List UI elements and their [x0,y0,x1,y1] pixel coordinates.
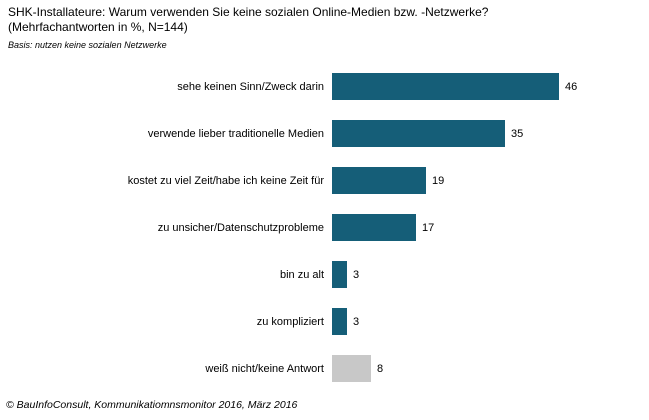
source-note: © BauInfoConsult, Kommunikatiomnsmonitor… [6,399,298,411]
value-label: 17 [422,221,435,234]
category-label: zu unsicher/Datenschutzprobleme [157,221,324,234]
bar-chart: sehe keinen Sinn/Zweck darin 46 verwende… [0,63,649,392]
value-label: 46 [565,80,578,93]
category-label: sehe keinen Sinn/Zweck darin [177,80,324,93]
chart-row: kostet zu viel Zeit/habe ich keine Zeit … [0,157,649,204]
value-label: 19 [432,174,445,187]
chart-basis-note: Basis: nutzen keine sozialen Netzwerke [8,40,167,50]
category-label: bin zu alt [279,268,324,281]
bar [332,261,347,288]
chart-row: weiß nicht/keine Antwort 8 [0,345,649,392]
chart-row: bin zu alt 3 [0,251,649,298]
chart-row: zu kompliziert 3 [0,298,649,345]
value-label: 8 [377,362,384,375]
chart-row: zu unsicher/Datenschutzprobleme 17 [0,204,649,251]
bar [332,120,505,147]
bar-area: 3 [332,251,649,298]
title-block: SHK-Installateure: Warum verwenden Sie k… [8,5,638,50]
bar [332,355,371,382]
chart-title: SHK-Installateure: Warum verwenden Sie k… [8,5,489,19]
category-label: kostet zu viel Zeit/habe ich keine Zeit … [127,174,324,187]
bar [332,214,416,241]
bar-area: 46 [332,63,649,110]
chart-row: sehe keinen Sinn/Zweck darin 46 [0,63,649,110]
category-label: zu kompliziert [256,315,324,328]
value-label: 3 [353,315,360,328]
bar [332,308,347,335]
value-label: 3 [353,268,360,281]
bar-area: 8 [332,345,649,392]
value-label: 35 [511,127,524,140]
bar-area: 19 [332,157,649,204]
chart-subtitle: (Mehrfachantworten in %, N=144) [8,20,188,34]
category-label: verwende lieber traditionelle Medien [147,127,324,140]
category-label: weiß nicht/keine Antwort [205,362,324,375]
chart-row: verwende lieber traditionelle Medien 35 [0,110,649,157]
bar [332,167,426,194]
bar-area: 35 [332,110,649,157]
bar-area: 17 [332,204,649,251]
bar-area: 3 [332,298,649,345]
bar [332,73,559,100]
